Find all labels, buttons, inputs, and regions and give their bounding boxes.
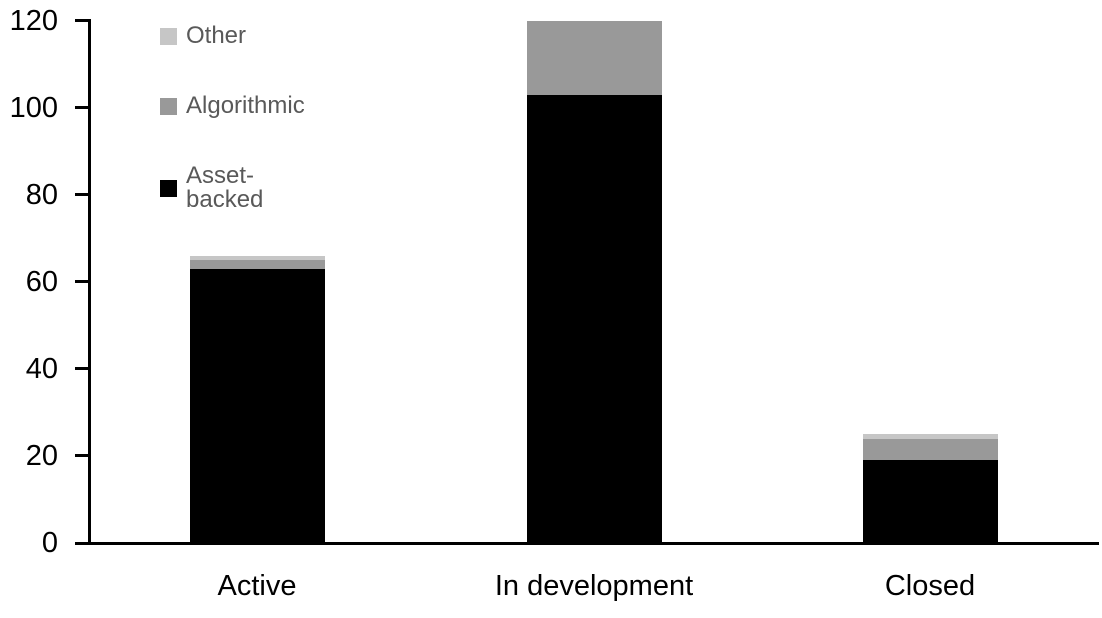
legend-item-asset-backed: Asset-backed — [160, 164, 263, 212]
y-tick-40 — [75, 367, 88, 371]
legend-item-algorithmic: Algorithmic — [160, 94, 305, 118]
y-tick-0 — [75, 541, 88, 545]
category-label-closed: Closed — [884, 570, 976, 602]
bar-segment-active-algorithmic — [190, 260, 325, 269]
bar-segment-active-other — [190, 255, 325, 261]
y-tick-label-0: 0 — [41, 527, 58, 559]
y-tick-100 — [75, 106, 88, 110]
y-tick-120 — [75, 19, 88, 23]
bar-segment-closed-asset-backed — [863, 460, 998, 543]
y-tick-20 — [75, 454, 88, 458]
category-label-in-development: In development — [494, 570, 694, 602]
y-tick-label-40: 40 — [25, 352, 58, 385]
y-tick-80 — [75, 193, 88, 197]
y-axis-line — [88, 19, 91, 545]
bar-segment-closed-algorithmic — [863, 438, 998, 461]
y-tick-60 — [75, 280, 88, 284]
legend-swatch-other — [160, 27, 177, 45]
bar-segment-in-development-algorithmic — [527, 20, 662, 95]
y-tick-label-60: 60 — [25, 265, 58, 298]
legend-label-asset-backed: Asset-backed — [186, 162, 264, 213]
legend-item-other: Other — [160, 24, 246, 48]
legend-label-algorithmic: Algorithmic — [186, 92, 305, 119]
x-axis-line — [88, 542, 1099, 545]
bar-segment-in-development-asset-backed — [527, 94, 662, 543]
y-tick-label-20: 20 — [25, 439, 58, 472]
y-tick-label-100: 100 — [9, 91, 58, 124]
y-tick-label-80: 80 — [25, 178, 58, 211]
legend-label-other: Other — [186, 22, 247, 49]
bar-segment-closed-other — [863, 434, 998, 439]
legend-swatch-asset-backed — [160, 179, 177, 197]
category-label-active: Active — [217, 570, 297, 602]
bar-segment-active-asset-backed — [190, 268, 325, 543]
y-tick-label-120: 120 — [9, 4, 58, 37]
legend-swatch-algorithmic — [160, 97, 177, 115]
